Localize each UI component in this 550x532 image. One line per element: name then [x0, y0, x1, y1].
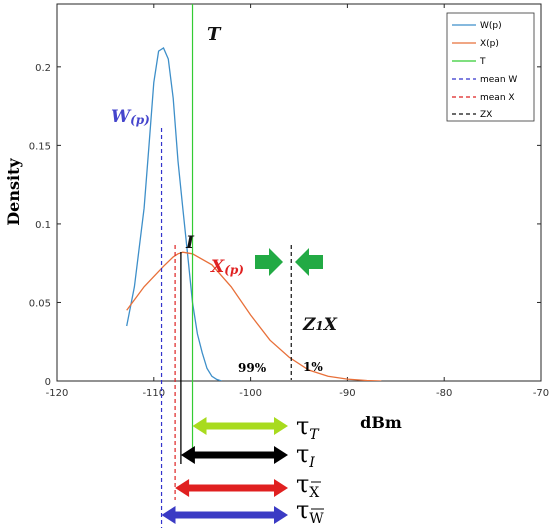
y-tick-label: 0.2 — [35, 63, 51, 74]
pct-1-label: 1% — [303, 360, 323, 374]
vertical-lines — [160, 4, 292, 528]
series-line-x — [126, 251, 382, 381]
legend-label-mean-x: mean X — [480, 93, 515, 103]
y-tick-label: 0.15 — [29, 141, 51, 152]
y-tick-label: 0.1 — [35, 220, 51, 231]
x-tick-label: -110 — [142, 388, 165, 399]
series-lines — [126, 47, 382, 381]
tau-arrows — [161, 417, 288, 524]
tau-w-label: τW — [296, 496, 324, 527]
z1x-annotation: Z1X — [302, 315, 338, 335]
tau-i-label: τI — [296, 440, 315, 471]
legend-label-zx: ZX — [480, 110, 492, 120]
x-tick-label: -70 — [533, 388, 549, 399]
green-arrow-right — [255, 248, 283, 276]
legend-label-t: T — [479, 57, 486, 67]
x-tick-label: -90 — [339, 388, 355, 399]
x-annotation: X(p) — [210, 257, 244, 277]
tau-I-arrow — [180, 446, 288, 464]
x-tick-label: -100 — [239, 388, 262, 399]
legend-box — [446, 12, 535, 122]
legend-label-w: W(p) — [480, 21, 502, 31]
y-axis-label: Density — [4, 158, 23, 226]
w-annotation: W(p) — [111, 107, 150, 127]
green-arrow-left — [295, 248, 323, 276]
series-line-w — [126, 47, 222, 381]
y-tick-label: 0.05 — [29, 298, 51, 309]
legend-label-x: X(p) — [480, 39, 499, 49]
tau-W-arrow — [161, 506, 288, 524]
tau-t-label: τT — [296, 412, 320, 443]
i-annotation: I — [185, 233, 195, 253]
tau-X-arrow — [175, 479, 288, 497]
legend: W(p) X(p) T mean W mean X ZX — [446, 12, 535, 122]
t-annotation: T — [207, 24, 222, 45]
x-axis-label: dBm — [360, 413, 402, 432]
pct-99-label: 99% — [238, 361, 267, 375]
legend-label-mean-w: mean W — [480, 75, 517, 85]
tau-T-arrow — [192, 417, 288, 435]
y-tick-label: 0 — [45, 377, 51, 388]
x-tick-label: -120 — [46, 388, 69, 399]
tau-x-label: τX — [296, 470, 319, 501]
axis-ticks: -120 -110 -100 -90 -80 -70 0 0.05 0.1 0.15 0.2 — [29, 4, 549, 399]
x-tick-label: -80 — [436, 388, 452, 399]
